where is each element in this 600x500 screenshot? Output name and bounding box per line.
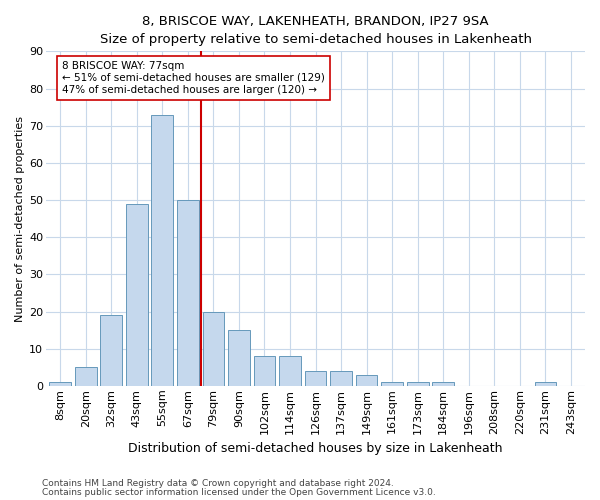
Bar bbox=[126, 204, 148, 386]
X-axis label: Distribution of semi-detached houses by size in Lakenheath: Distribution of semi-detached houses by … bbox=[128, 442, 503, 455]
Y-axis label: Number of semi-detached properties: Number of semi-detached properties bbox=[15, 116, 25, 322]
Text: Contains public sector information licensed under the Open Government Licence v3: Contains public sector information licen… bbox=[42, 488, 436, 497]
Text: Contains HM Land Registry data © Crown copyright and database right 2024.: Contains HM Land Registry data © Crown c… bbox=[42, 479, 394, 488]
Bar bbox=[433, 382, 454, 386]
Bar bbox=[75, 368, 97, 386]
Bar bbox=[100, 316, 122, 386]
Bar bbox=[49, 382, 71, 386]
Bar bbox=[151, 114, 173, 386]
Bar bbox=[203, 312, 224, 386]
Bar bbox=[330, 371, 352, 386]
Bar bbox=[407, 382, 428, 386]
Bar bbox=[254, 356, 275, 386]
Bar bbox=[382, 382, 403, 386]
Bar bbox=[356, 374, 377, 386]
Bar bbox=[305, 371, 326, 386]
Bar bbox=[228, 330, 250, 386]
Bar bbox=[177, 200, 199, 386]
Title: 8, BRISCOE WAY, LAKENHEATH, BRANDON, IP27 9SA
Size of property relative to semi-: 8, BRISCOE WAY, LAKENHEATH, BRANDON, IP2… bbox=[100, 15, 532, 46]
Bar bbox=[535, 382, 556, 386]
Bar bbox=[279, 356, 301, 386]
Text: 8 BRISCOE WAY: 77sqm
← 51% of semi-detached houses are smaller (129)
47% of semi: 8 BRISCOE WAY: 77sqm ← 51% of semi-detac… bbox=[62, 62, 325, 94]
